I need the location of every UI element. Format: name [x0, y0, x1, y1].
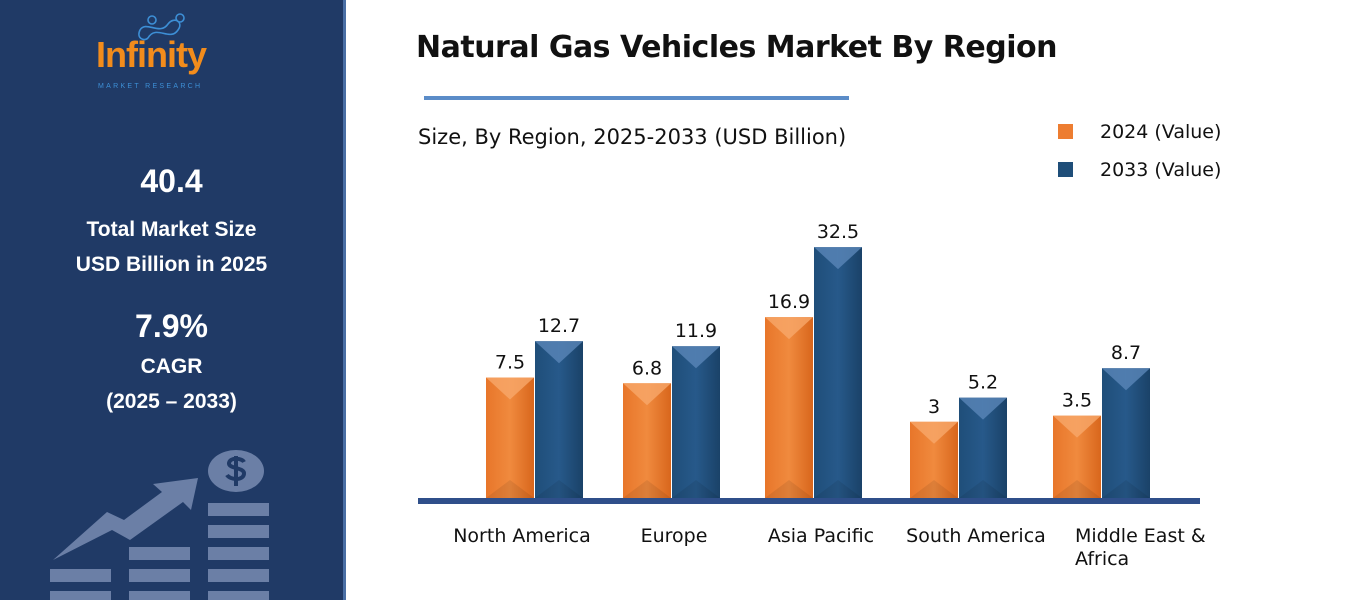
- bar: [535, 341, 583, 498]
- data-label: 16.9: [768, 291, 810, 313]
- market-size-label: Total Market Size: [86, 218, 257, 241]
- growth-chart-dollar-icon: [50, 450, 269, 600]
- bar: [1053, 415, 1101, 498]
- data-label: 8.7: [1111, 342, 1141, 364]
- data-label: 12.7: [538, 315, 580, 337]
- logo-text: Infinity: [96, 34, 207, 75]
- category-label: South America: [906, 525, 1046, 547]
- category-label: Europe: [641, 525, 708, 547]
- category-label: North America: [453, 525, 591, 547]
- bar: [959, 397, 1007, 498]
- data-label: 3: [928, 396, 940, 418]
- data-label: 6.8: [632, 357, 662, 379]
- category-label: Africa: [1075, 548, 1129, 570]
- cagr-label: CAGR: [140, 355, 203, 378]
- data-label: 5.2: [968, 372, 998, 394]
- logo: Infinity MARKET RESEARCH: [96, 13, 208, 90]
- bar: [814, 247, 862, 498]
- data-label: 7.5: [495, 352, 525, 374]
- bar: [765, 317, 813, 498]
- dollar-icon: [225, 456, 246, 486]
- bar: [486, 377, 534, 498]
- chart-title: Natural Gas Vehicles Market By Region: [416, 30, 1057, 65]
- bar: [910, 421, 958, 498]
- market-size-unit: USD Billion in 2025: [75, 253, 268, 276]
- market-size-value: 40.4: [140, 163, 203, 199]
- legend-item-2024: 2024 (Value): [1058, 121, 1221, 143]
- bar: [623, 383, 671, 498]
- logo-subtext: MARKET RESEARCH: [98, 83, 202, 90]
- sidebar: Infinity MARKET RESEARCH 40.4 Total Mark…: [0, 0, 346, 600]
- cagr-period: (2025 – 2033): [106, 390, 237, 413]
- legend-swatch: [1058, 162, 1073, 177]
- data-label: 11.9: [675, 320, 717, 342]
- category-label: Asia Pacific: [768, 525, 874, 547]
- data-label: 32.5: [817, 221, 859, 243]
- legend-swatch: [1058, 124, 1073, 139]
- cagr-value: 7.9%: [135, 308, 208, 344]
- bar: [1102, 368, 1150, 498]
- bar: [672, 346, 720, 498]
- x-axis-line: [418, 498, 1200, 504]
- legend-item-2033: 2033 (Value): [1058, 159, 1221, 181]
- data-label: 3.5: [1062, 390, 1092, 412]
- chart-subtitle: Size, By Region, 2025-2033 (USD Billion): [418, 125, 847, 149]
- title-underline: [424, 96, 849, 100]
- category-label: Middle East &: [1075, 525, 1206, 547]
